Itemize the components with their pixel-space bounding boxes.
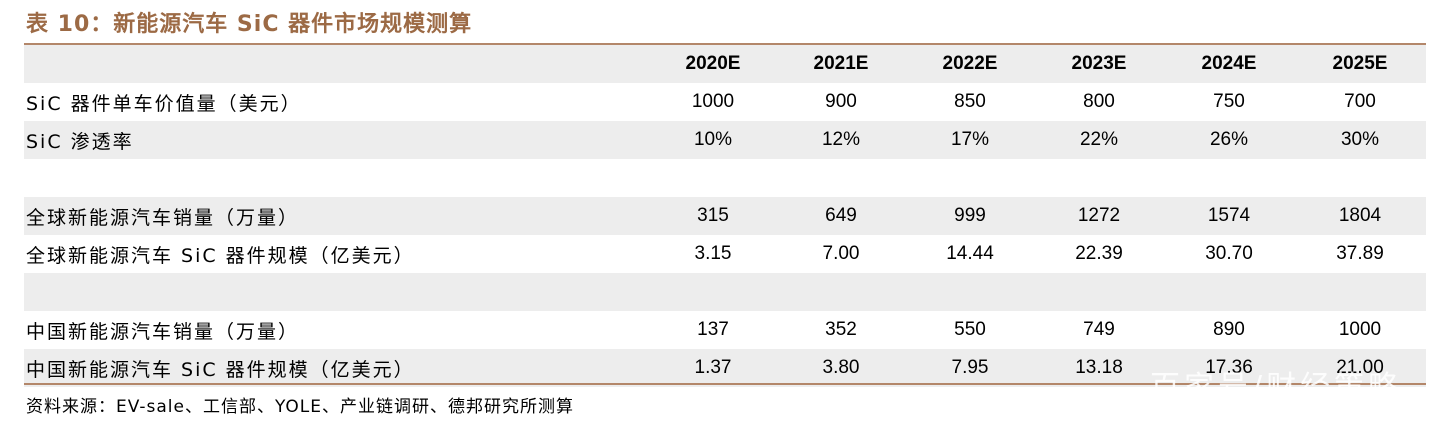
row-label	[24, 159, 650, 197]
table-cell	[776, 159, 906, 197]
table-row: 全球新能源汽车 SiC 器件规模（亿美元） 3.15 7.00 14.44 22…	[24, 235, 1426, 273]
table-row: 中国新能源汽车 SiC 器件规模（亿美元） 1.37 3.80 7.95 13.…	[24, 349, 1426, 387]
table-cell	[1294, 159, 1426, 197]
table-cell: 700	[1344, 91, 1376, 112]
top-rule	[24, 43, 1426, 45]
table-cell: 352	[825, 319, 857, 340]
watermark: 百家号/财经策略	[1150, 370, 1403, 405]
table-row: SiC 器件单车价值量（美元） 1000 900 850 800 750 700	[24, 83, 1426, 121]
table-cell: 22.39	[1075, 243, 1123, 264]
table-cell: 26%	[1164, 121, 1294, 159]
table-cell: 30.70	[1205, 243, 1253, 264]
table-cell: 850	[954, 91, 986, 112]
table-cell: 17.36	[1164, 349, 1294, 387]
table-cell: 7.95	[906, 349, 1034, 387]
column-header: 2023E	[1034, 45, 1164, 83]
table-cell	[1034, 273, 1164, 311]
table-cell: 315	[650, 197, 776, 235]
row-label: SiC 器件单车价值量（美元）	[26, 92, 302, 115]
table-cell	[1164, 159, 1294, 197]
table-cell: 13.18	[1034, 349, 1164, 387]
column-header: 2025E	[1294, 45, 1426, 83]
table-cell: 550	[954, 319, 986, 340]
row-label: 中国新能源汽车销量（万量）	[26, 320, 300, 343]
spacer-row	[24, 273, 1426, 311]
row-label	[24, 273, 650, 311]
row-label: 全球新能源汽车 SiC 器件规模（亿美元）	[26, 244, 415, 267]
table-cell: 30%	[1294, 121, 1426, 159]
table-cell: 10%	[650, 121, 776, 159]
table-cell: 3.15	[694, 243, 732, 264]
column-header: 2024E	[1164, 45, 1294, 83]
table-cell: 1000	[1338, 319, 1382, 340]
table-cell: 1574	[1164, 197, 1294, 235]
table-cell: 649	[776, 197, 906, 235]
spacer-row	[24, 159, 1426, 197]
table-cell: 1804	[1294, 197, 1426, 235]
table-cell: 900	[825, 91, 857, 112]
table-cell: 1.37	[650, 349, 776, 387]
row-label: 中国新能源汽车 SiC 器件规模（亿美元）	[24, 349, 650, 387]
bottom-rule	[24, 383, 1426, 385]
row-label: SiC 渗透率	[24, 121, 650, 159]
table-cell	[776, 273, 906, 311]
table-cell	[906, 159, 1034, 197]
table-cell: 1272	[1034, 197, 1164, 235]
table-cell: 749	[1083, 319, 1115, 340]
source-note: 资料来源：EV-sale、工信部、YOLE、产业链调研、德邦研究所测算	[26, 397, 575, 417]
table-cell	[1034, 159, 1164, 197]
sic-market-table: 2020E 2021E 2022E 2023E 2024E 2025E SiC …	[24, 45, 1426, 387]
table-cell: 137	[697, 319, 729, 340]
table-cell: 12%	[776, 121, 906, 159]
table-cell: 37.89	[1336, 243, 1384, 264]
table-row: 中国新能源汽车销量（万量） 137 352 550 749 890 1000	[24, 311, 1426, 349]
table-cell: 800	[1083, 91, 1115, 112]
table-row: 全球新能源汽车销量（万量） 315 649 999 1272 1574 1804	[24, 197, 1426, 235]
header-label-cell	[24, 45, 650, 83]
table-cell: 1000	[691, 91, 735, 112]
table-cell: 3.80	[776, 349, 906, 387]
table-cell: 22%	[1034, 121, 1164, 159]
table-cell: 7.00	[822, 243, 860, 264]
table-cell: 750	[1213, 91, 1245, 112]
table-cell	[1164, 273, 1294, 311]
table-cell	[906, 273, 1034, 311]
table-cell	[650, 273, 776, 311]
column-header: 2021E	[776, 45, 906, 83]
table-cell: 890	[1213, 319, 1245, 340]
table-cell	[650, 159, 776, 197]
table-cell: 17%	[906, 121, 1034, 159]
column-header: 2022E	[906, 45, 1034, 83]
table-cell: 21.00	[1294, 349, 1426, 387]
row-label: 全球新能源汽车销量（万量）	[24, 197, 650, 235]
table-title: 表 10：新能源汽车 SiC 器件市场规模测算	[26, 12, 473, 37]
table-cell	[1294, 273, 1426, 311]
table-cell: 999	[906, 197, 1034, 235]
header-row: 2020E 2021E 2022E 2023E 2024E 2025E	[24, 45, 1426, 83]
column-header: 2020E	[650, 45, 776, 83]
table-row: SiC 渗透率 10% 12% 17% 22% 26% 30%	[24, 121, 1426, 159]
table-cell: 14.44	[946, 243, 994, 264]
